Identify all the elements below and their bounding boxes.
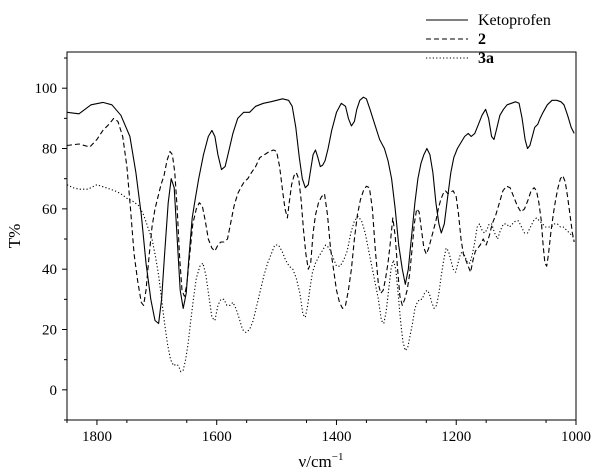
x-axis-label-main: ν/cm (299, 452, 332, 471)
y-tick-label: 100 (35, 81, 58, 97)
x-axis-label-superscript: −1 (332, 451, 344, 463)
x-tick-label: 1000 (561, 429, 591, 445)
y-tick-label: 20 (42, 323, 57, 339)
legend: Ketoprofen 2 3a (426, 12, 551, 67)
y-tick-label: 40 (42, 262, 57, 278)
y-tick-label: 60 (42, 202, 57, 218)
y-tick-label: 80 (42, 142, 57, 158)
y-tick-label: 0 (50, 383, 58, 399)
legend-label-2: 2 (478, 31, 486, 48)
x-axis-ticks: 1800 1600 1400 1200 1000 (66, 420, 591, 445)
legend-label-3: 3a (478, 50, 494, 67)
x-tick-label: 1600 (202, 429, 232, 445)
x-tick-label: 1800 (82, 429, 112, 445)
series-line-2 (66, 117, 575, 309)
plot-lines (66, 96, 575, 373)
x-tick-label: 1200 (441, 429, 471, 445)
y-axis-ticks: 0 20 40 60 80 100 (35, 57, 67, 421)
legend-label-1: Ketoprofen (478, 12, 551, 29)
y-axis-label: T% (5, 224, 24, 249)
series-line-3 (66, 184, 575, 373)
x-axis-label: ν/cm−1 (299, 451, 344, 471)
series-line-1 (66, 96, 575, 325)
plot-frame (66, 51, 577, 421)
x-tick-label: 1400 (321, 429, 351, 445)
